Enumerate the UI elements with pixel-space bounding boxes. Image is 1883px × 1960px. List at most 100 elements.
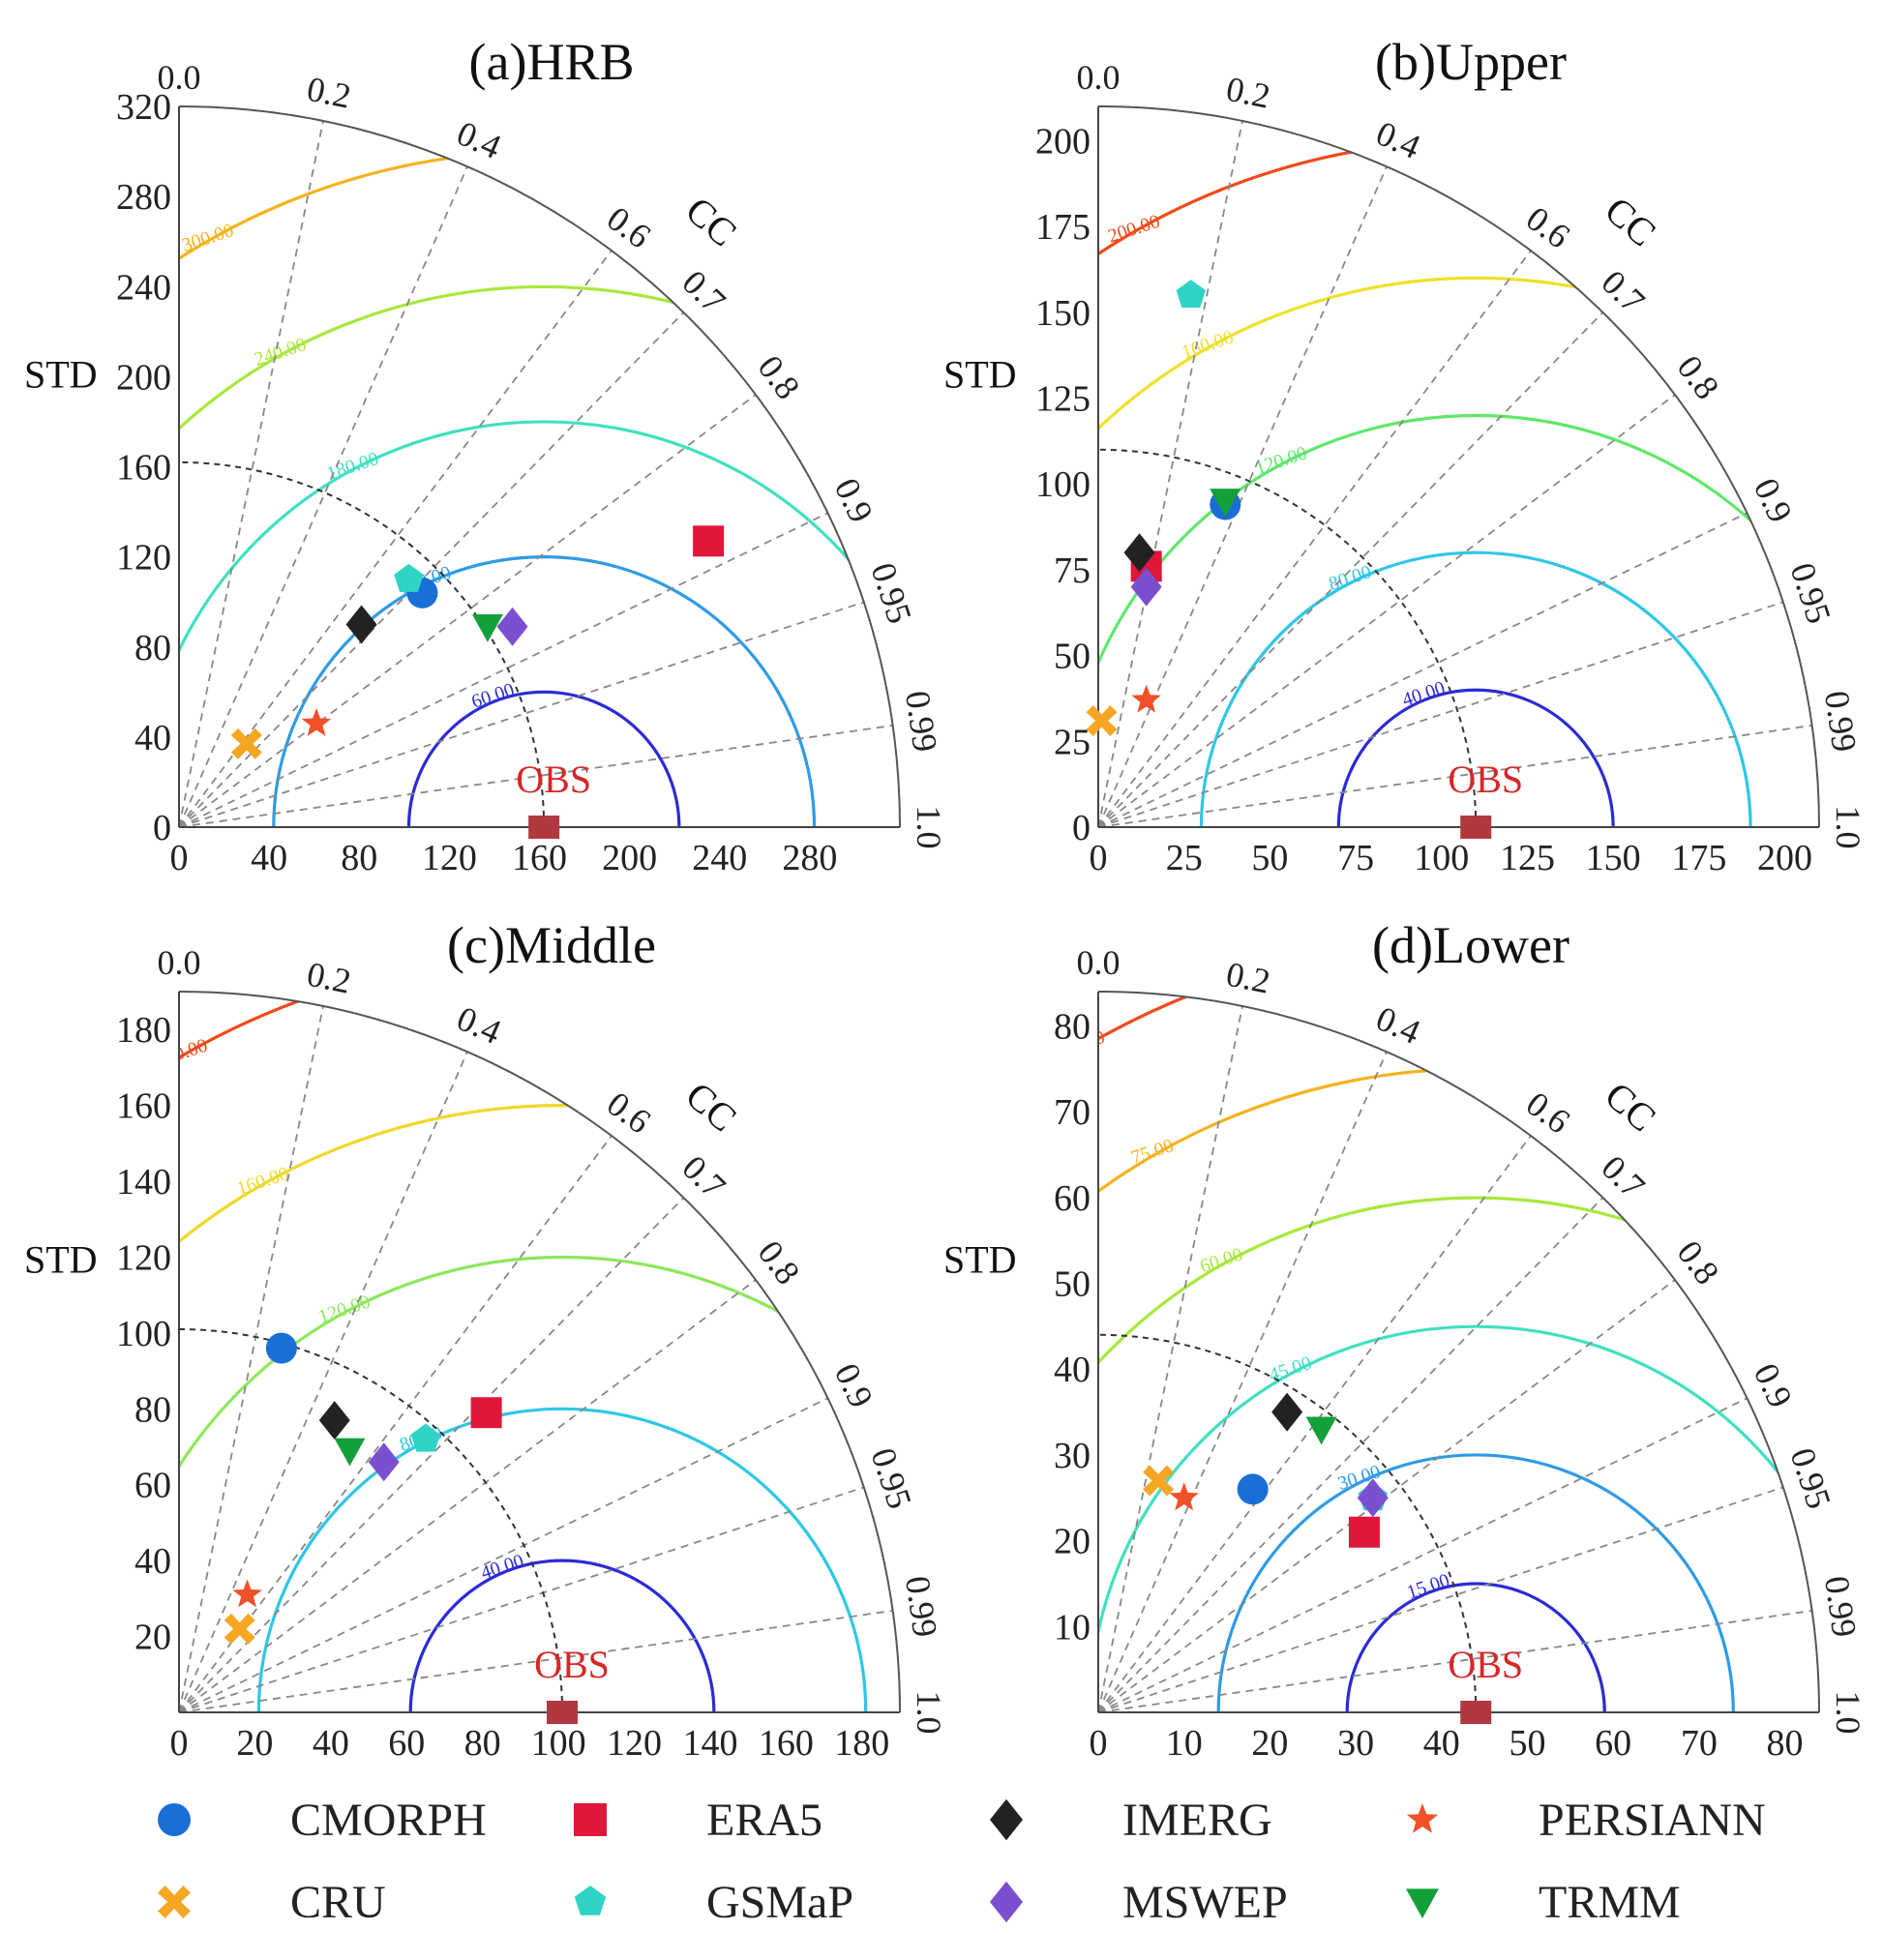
outer-arc (1097, 991, 1820, 1713)
rms-contour (179, 1256, 900, 1712)
cc-gridline (1097, 601, 1784, 828)
rms-contour (1098, 1067, 1819, 1712)
cc-gridline (178, 512, 828, 828)
cc-gridline (178, 1005, 324, 1713)
obs-label: OBS (1448, 757, 1523, 801)
cc-axis-title: CC (1597, 1073, 1664, 1140)
std-tick-label: 160 (116, 448, 171, 489)
cc-gridline (1097, 1197, 1604, 1713)
cc-tick-label: 1.0 (1829, 1691, 1868, 1735)
point-cmorph (265, 1332, 297, 1364)
std-tick-label: 120 (116, 538, 171, 579)
taylor-panel-4: (d)Lower15.0030.0045.0060.0075.0090.000.… (943, 916, 1868, 1764)
point-mswep (496, 607, 528, 646)
x-tick-label: 200 (602, 838, 657, 878)
x-tick-label: 60 (388, 1723, 425, 1764)
x-tick-label: 120 (607, 1723, 662, 1764)
rms-contour-label: 160.00 (1179, 327, 1236, 364)
std-tick-label: 0 (1072, 808, 1091, 848)
std-tick-label: 200 (1035, 121, 1091, 162)
rms-contour-label: 120.00 (315, 1292, 373, 1328)
legend-label-trmm: TRMM (1539, 1877, 1681, 1928)
x-tick-label: 30 (1337, 1723, 1374, 1764)
point-mswep (368, 1442, 400, 1482)
x-tick-label: 175 (1671, 838, 1726, 878)
rms-contour (1098, 413, 1819, 827)
point-imerg (1271, 1392, 1303, 1432)
std-tick-label: 40 (1054, 1350, 1091, 1390)
point-cru (230, 728, 262, 759)
std-tick-label: 40 (134, 718, 171, 758)
rms-contour-label: 40.00 (1400, 677, 1449, 711)
std-axis-title: STD (943, 1238, 1017, 1282)
rms-contour (408, 1559, 716, 1712)
obs-marker (1460, 816, 1492, 839)
point-era5 (693, 525, 725, 557)
std-tick-label: 50 (1054, 637, 1091, 677)
taylor-panel-1: (a)HRB60.00120.00180.00240.00300.000.00.… (24, 33, 948, 878)
cc-gridline (1097, 165, 1388, 828)
obs-std-circle (178, 460, 546, 828)
x-tick-label: 20 (1251, 1723, 1288, 1764)
x-tick-label: 0 (170, 838, 189, 878)
std-tick-label: 70 (1054, 1092, 1091, 1133)
cc-tick-label: 0.4 (451, 998, 506, 1052)
cc-gridline (178, 165, 468, 828)
legend-marker-gsmap (574, 1886, 607, 1915)
point-imerg (345, 605, 377, 644)
x-tick-label: 40 (313, 1723, 349, 1764)
cc-gridline (178, 601, 865, 828)
obs-marker (547, 1701, 579, 1724)
legend-marker-persiann (1406, 1803, 1439, 1833)
cc-tick-label: 0.4 (1370, 113, 1425, 166)
rms-contour (272, 555, 817, 827)
point-persiann (301, 707, 332, 736)
obs-marker (528, 816, 560, 839)
std-tick-label: 240 (116, 267, 171, 308)
point-era5 (1348, 1516, 1380, 1548)
point-cmorph (1237, 1473, 1269, 1505)
obs-std-circle (1097, 1333, 1478, 1713)
panel-title: (d)Lower (1372, 916, 1569, 974)
x-tick-label: 50 (1251, 838, 1288, 878)
std-tick-label: 160 (116, 1086, 171, 1127)
legend-label-persiann: PERSIANN (1539, 1795, 1766, 1846)
std-tick-label: 50 (1054, 1264, 1091, 1305)
legend-label-cru: CRU (290, 1877, 386, 1928)
cc-tick-label: 0.99 (898, 1574, 944, 1640)
outer-arc (1097, 105, 1820, 828)
rms-contour-label: 80.00 (1326, 561, 1374, 595)
cc-axis-title: CC (1597, 188, 1664, 254)
obs-label: OBS (1448, 1643, 1523, 1686)
cc-gridline (178, 250, 613, 828)
cc-gridline (1097, 394, 1676, 828)
cc-tick-label: 0.95 (863, 1443, 919, 1513)
cc-gridline (178, 1197, 685, 1713)
x-tick-label: 20 (236, 1723, 273, 1764)
rms-contour-label: 300.00 (179, 220, 236, 256)
std-tick-label: 125 (1035, 379, 1091, 420)
rms-contour-label: 75.00 (1128, 1135, 1177, 1169)
point-trmm (1305, 1416, 1337, 1445)
cc-gridline (1097, 1486, 1784, 1713)
point-era5 (470, 1397, 502, 1429)
std-tick-label: 100 (1035, 464, 1091, 505)
cc-tick-label: 0.9 (827, 472, 882, 528)
std-tick-label: 80 (134, 628, 171, 668)
legend-label-mswep: MSWEP (1122, 1877, 1288, 1928)
std-tick-label: 150 (1035, 293, 1091, 334)
point-cru (224, 1613, 255, 1645)
cc-axis-title: CC (677, 188, 745, 254)
taylor-panel-2: (b)Upper 40.00 80.00 120.00 160.00 200.00 0.0 0… (943, 33, 1868, 878)
obs-label: OBS (516, 757, 591, 801)
rms-contour (1345, 1582, 1606, 1712)
std-tick-label: 20 (134, 1618, 171, 1658)
cc-tick-label: 0.2 (304, 955, 354, 1001)
std-tick-label: 175 (1035, 207, 1091, 248)
x-tick-label: 160 (759, 1723, 814, 1764)
cc-tick-label: 0.4 (1370, 998, 1425, 1052)
cc-tick-label: 0.9 (827, 1357, 882, 1413)
legend-marker-imerg (990, 1798, 1023, 1841)
